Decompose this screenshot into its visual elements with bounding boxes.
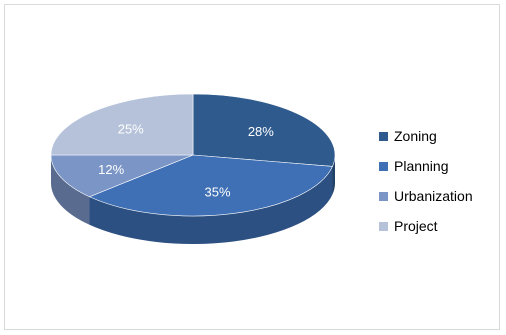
legend-label-zoning: Zoning (394, 128, 437, 144)
legend-swatch-urbanization (379, 191, 388, 201)
legend-swatch-project (379, 221, 388, 231)
pie-slice-zoning (192, 93, 336, 167)
data-label-zoning: 28% (248, 124, 274, 139)
legend: Zoning Planning Urbanization Project (379, 121, 473, 241)
legend-swatch-planning (379, 161, 388, 171)
data-label-planning: 35% (205, 184, 231, 199)
legend-label-planning: Planning (394, 158, 449, 174)
legend-item-planning: Planning (379, 151, 473, 181)
data-label-project: 25% (118, 121, 144, 136)
legend-label-urbanization: Urbanization (394, 188, 473, 204)
pie-side-zoning (332, 155, 335, 195)
legend-item-urbanization: Urbanization (379, 181, 473, 211)
pie-slice-project (50, 93, 194, 156)
pie-slice-urbanization (50, 154, 194, 198)
legend-item-project: Project (379, 211, 473, 241)
legend-swatch-zoning (379, 131, 388, 141)
data-label-urbanization: 12% (98, 162, 124, 177)
pie-side-planning (89, 166, 333, 244)
pie-chart: 28% 35% 12% 25% (50, 93, 336, 244)
pie-slice-planning (88, 154, 333, 217)
chart-frame: 28% 35% 12% 25% Zoning Planning Urbanizatio… (4, 4, 500, 330)
legend-item-zoning: Zoning (379, 121, 473, 151)
pie-sides (50, 155, 335, 244)
pie-side-urbanization (50, 155, 90, 225)
legend-label-project: Project (394, 218, 438, 234)
